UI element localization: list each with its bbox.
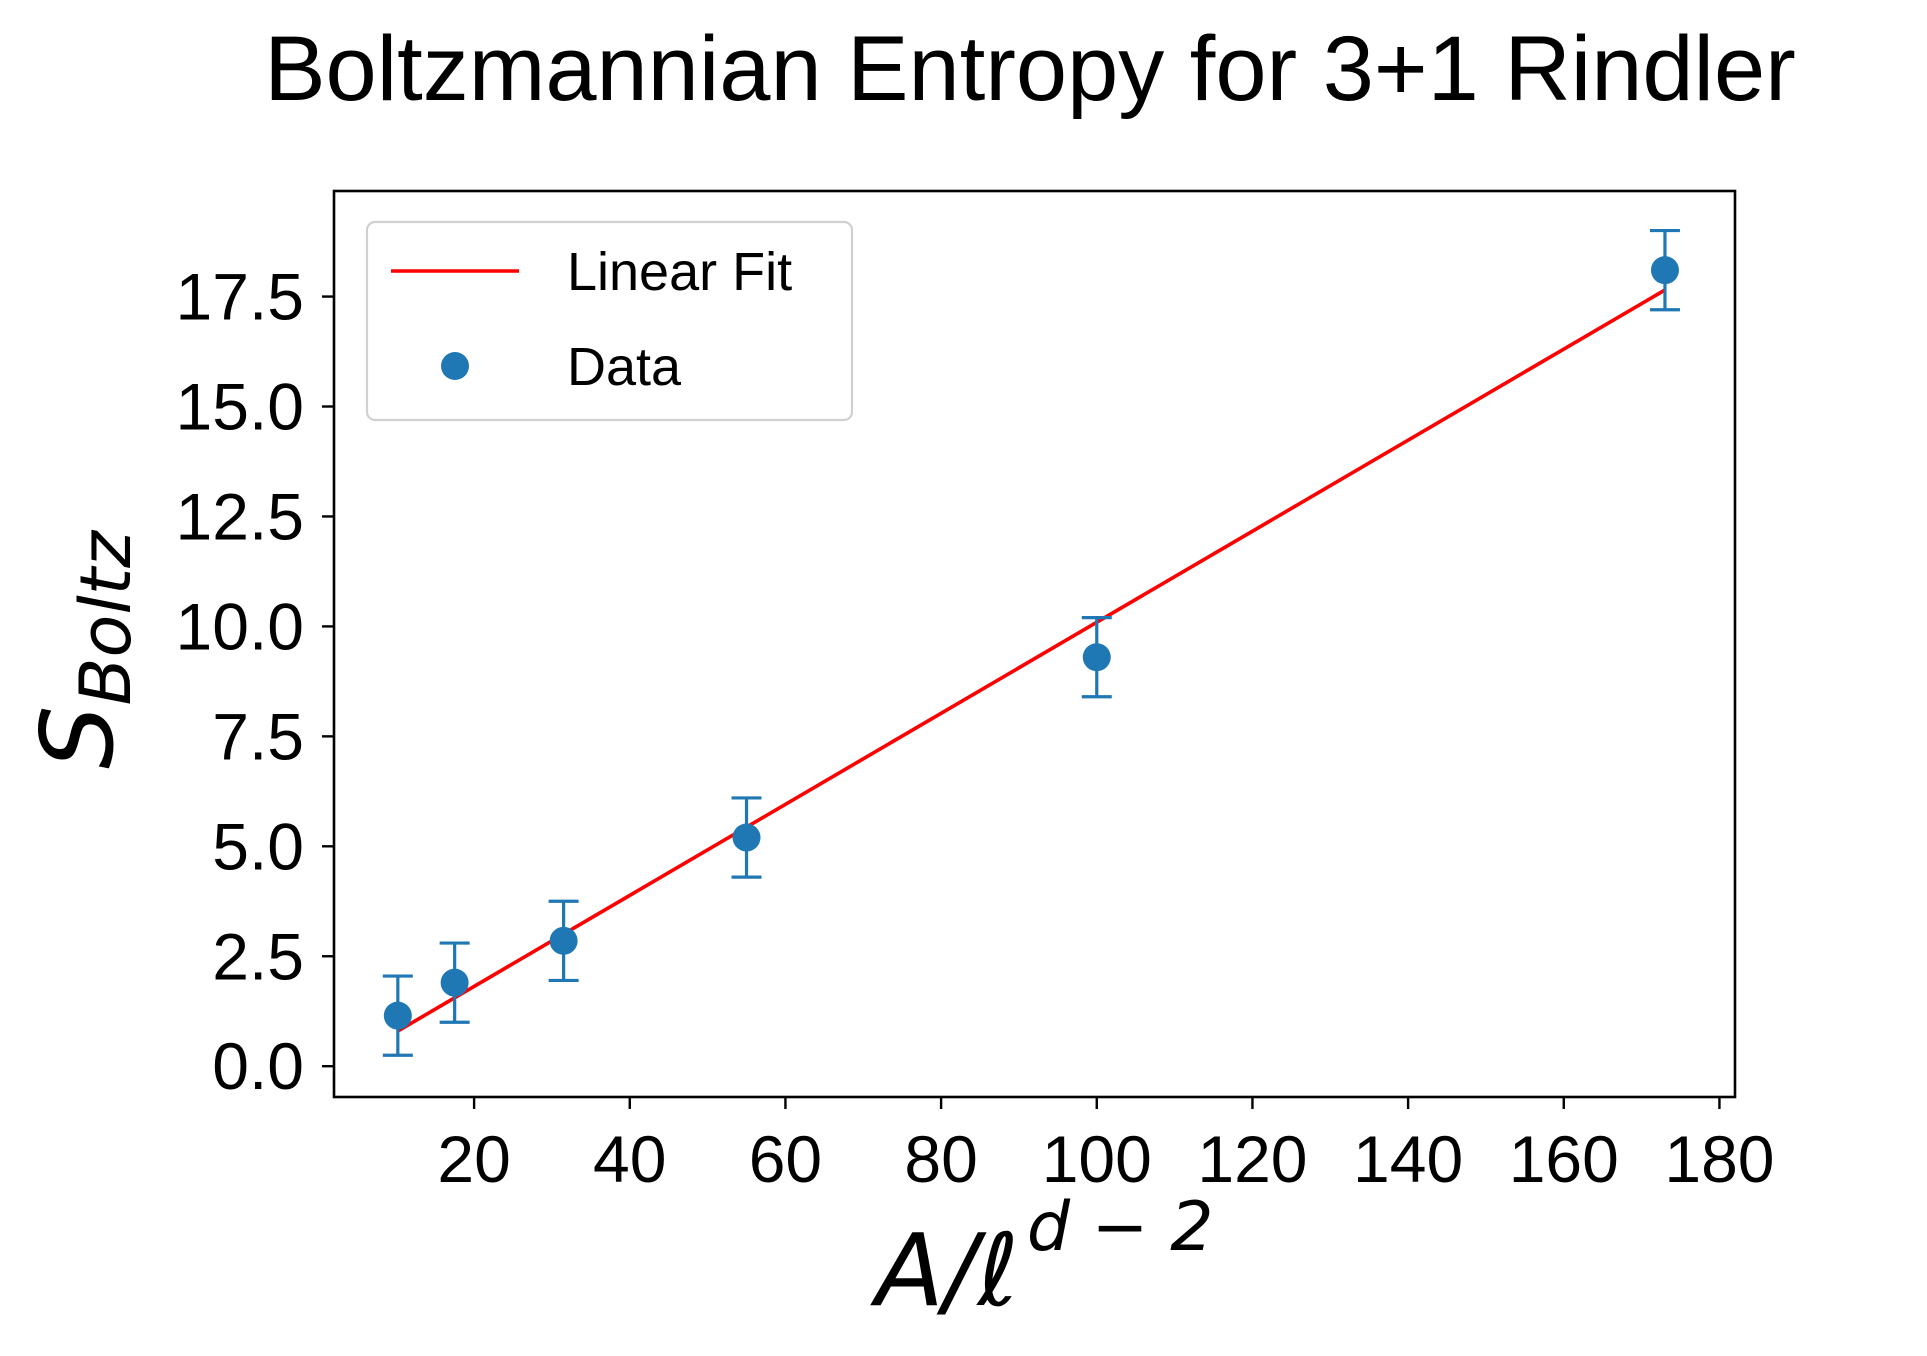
y-axis-label: SBoltz <box>19 529 147 769</box>
data-point <box>549 926 578 955</box>
legend: Linear Fit Data <box>365 220 854 422</box>
x-tick-label: 100 <box>1042 1122 1152 1196</box>
legend-label: Data <box>567 337 682 397</box>
x-axis-label: A/ℓ d − 2 <box>869 1188 1213 1329</box>
y-tick-label: 10.0 <box>176 589 304 663</box>
x-tick-label: 160 <box>1509 1122 1619 1196</box>
x-tick-label: 180 <box>1664 1122 1774 1196</box>
data-point <box>440 968 469 997</box>
axes-frame <box>332 189 1737 1099</box>
axis-labels: A/ℓ d − 2 SBoltz <box>19 529 1214 1329</box>
y-tick-label: 2.5 <box>212 919 304 993</box>
fit-line <box>396 288 1666 1033</box>
data-point <box>1650 256 1679 285</box>
x-tick-label: 60 <box>749 1122 822 1196</box>
x-tick-label: 40 <box>593 1122 666 1196</box>
plot-area <box>332 189 1737 1099</box>
series-layer <box>382 228 1680 1057</box>
chart-title: Boltzmannian Entropy for 3+1 Rindler <box>264 18 1796 120</box>
legend-dot-swatch <box>441 352 469 380</box>
data-point <box>1082 643 1111 672</box>
y-tick-label: 0.0 <box>212 1029 304 1103</box>
y-tick-label: 12.5 <box>176 479 304 553</box>
data-point <box>732 823 761 852</box>
x-tick-label: 80 <box>904 1122 977 1196</box>
x-tick-label: 20 <box>437 1122 510 1196</box>
data-point <box>383 1001 412 1030</box>
y-tick-label: 7.5 <box>212 699 304 773</box>
y-tick-label: 17.5 <box>176 260 304 334</box>
x-tick-label: 120 <box>1197 1122 1307 1196</box>
y-tick-label: 15.0 <box>176 370 304 444</box>
axis-ticks: 20 40 60 80 100 120 140 160 180 0.0 2.5 5.0 7.5 10.0 1… <box>176 260 1775 1196</box>
legend-label: Linear Fit <box>567 242 792 302</box>
x-tick-label: 140 <box>1353 1122 1463 1196</box>
y-tick-label: 5.0 <box>212 809 304 883</box>
